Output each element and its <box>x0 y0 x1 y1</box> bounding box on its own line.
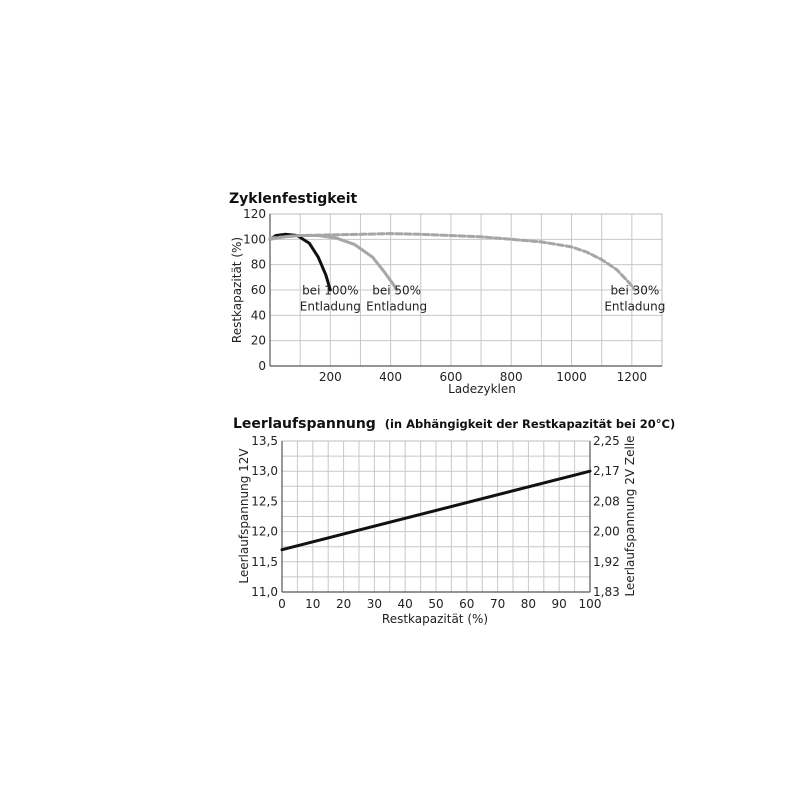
chart2-y-tick-label-right: 1,83 <box>593 585 620 599</box>
chart2-y-tick-label: 11,5 <box>251 555 278 569</box>
svg-text:Leerlaufspannung (in Abhän: Leerlaufspannung (in Abhängigkeit der Re… <box>233 416 675 432</box>
chart1-series <box>268 232 637 292</box>
chart2-x-tick-label: 80 <box>521 597 536 611</box>
chart2-y-tick-label: 12,0 <box>251 525 278 539</box>
chart2-grid <box>281 440 591 593</box>
chart1-y-tick-label: 120 <box>243 207 266 221</box>
chart1-y-tick-label: 100 <box>243 232 266 246</box>
chart2-y-tick-label-right: 2,25 <box>593 434 620 448</box>
chart1-y-axis-label: Restkapazität (%) <box>230 237 244 343</box>
chart1-x-tick-label: 400 <box>379 370 402 384</box>
chart2-x-tick-label: 30 <box>367 597 382 611</box>
chart1-annotation: bei 100% Entladung <box>300 284 361 314</box>
chart1-x-axis-label: Ladezyklen <box>448 382 516 396</box>
chart2-x-tick-label: 50 <box>428 597 443 611</box>
chart1-x-tick-label: 1200 <box>617 370 648 384</box>
chart2-y-tick-label-right: 1,92 <box>593 555 620 569</box>
chart2-y-tick-label: 13,0 <box>251 464 278 478</box>
chart1-x-tick-label: 800 <box>500 370 523 384</box>
chart2-y-tick-label-right: 2,08 <box>593 494 620 508</box>
chart1-y-tick-label: 80 <box>251 258 266 272</box>
chart2-x-tick-label: 90 <box>552 597 567 611</box>
chart1-series-line <box>268 232 332 292</box>
chart1-y-tick-label: 0 <box>258 359 266 373</box>
chart1-ticks: 0 20 40 60 80 100 120 200 400 600 800 1000 1200 <box>243 207 647 384</box>
chart2-y-tick-label: 12,5 <box>251 494 278 508</box>
chart1-x-tick-label: 600 <box>439 370 462 384</box>
chart2-x-tick-label: 60 <box>459 597 474 611</box>
chart1-y-tick-label: 60 <box>251 283 266 297</box>
chart2-y-tick-label: 13,5 <box>251 434 278 448</box>
chart2-ticks: 11,0 11,5 12,0 12,5 13,0 13,5 1,83 1,92 2,00 2,08… <box>251 434 619 611</box>
chart2-x-tick-label: 0 <box>278 597 286 611</box>
chart2-series-line <box>280 469 592 552</box>
chart2-x-tick-label: 70 <box>490 597 505 611</box>
chart2-y-axis-label: Leerlaufspannung 12V <box>237 448 251 584</box>
chart2-y-tick-label-right: 2,00 <box>593 525 620 539</box>
chart2-x-tick-label: 100 <box>579 597 602 611</box>
chart2-title: Leerlaufspannung <box>233 416 376 432</box>
chart1-series-line <box>268 232 637 292</box>
chart2-x-tick-label: 40 <box>398 597 413 611</box>
chart1-grid <box>269 213 663 367</box>
chart1-y-tick-label: 40 <box>251 308 266 322</box>
chart1-title: Zyklenfestigkeit <box>229 191 358 207</box>
chart1-x-tick-label: 200 <box>319 370 342 384</box>
chart1-annotation: bei 50% Entladung <box>366 284 427 314</box>
chart2-series <box>280 469 592 552</box>
chart2-subtitle: (in Abhängigkeit der Restkapazität bei 2… <box>385 417 676 431</box>
chart1-series-line <box>268 234 399 292</box>
chart2-y-axis-label-right: Leerlaufspannung 2V Zelle <box>623 435 637 596</box>
chart2-x-axis-label: Restkapazität (%) <box>382 612 488 626</box>
chart2-y-tick-label-right: 2,17 <box>593 464 620 478</box>
chart1-y-tick-label: 20 <box>251 334 266 348</box>
chart1-x-tick-label: 1000 <box>556 370 587 384</box>
chart1-annotation: bei 30% Entladung <box>604 284 665 314</box>
chart2-x-tick-label: 20 <box>336 597 351 611</box>
chart2-y-tick-label: 11,0 <box>251 585 278 599</box>
chart2-x-tick-label: 10 <box>305 597 320 611</box>
